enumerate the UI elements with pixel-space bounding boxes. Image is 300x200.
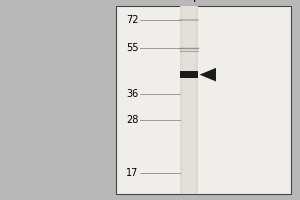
- Text: 28: 28: [126, 115, 138, 125]
- Bar: [116, 6, 291, 194]
- Text: 17: 17: [126, 168, 138, 178]
- Text: 72: 72: [126, 15, 138, 25]
- Polygon shape: [200, 68, 216, 81]
- Text: HepG2: HepG2: [178, 0, 218, 2]
- Bar: [180, 6, 198, 194]
- Text: 36: 36: [126, 89, 138, 99]
- Text: 55: 55: [126, 43, 138, 53]
- Bar: [183, 6, 195, 194]
- Bar: [180, 71, 198, 78]
